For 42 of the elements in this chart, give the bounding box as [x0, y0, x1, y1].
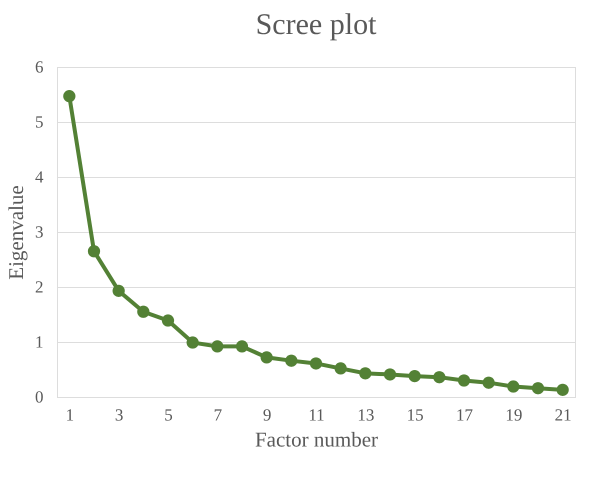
x-tick-label: 7: [214, 406, 223, 424]
y-tick-label: 6: [35, 58, 44, 76]
point: [334, 362, 347, 375]
x-tick-label: 11: [308, 406, 325, 424]
point: [458, 374, 470, 387]
y-axis-title: Eigenvalue: [4, 185, 28, 280]
x-tick-label: 17: [456, 406, 474, 424]
point: [507, 380, 520, 393]
point: [236, 340, 248, 353]
x-tick-label: 9: [262, 406, 272, 424]
point: [433, 371, 446, 384]
point: [359, 367, 372, 380]
y-tick-label: 2: [35, 278, 44, 296]
point: [162, 314, 174, 327]
point: [556, 384, 569, 396]
x-tick-label: 15: [406, 406, 424, 424]
point: [285, 354, 298, 367]
point: [186, 336, 199, 349]
y-tick-label: 1: [35, 332, 44, 352]
x-tick-label: 19: [505, 406, 522, 424]
x-tick-label: 3: [114, 406, 124, 424]
point: [112, 284, 125, 297]
y-tick-label: 3: [35, 222, 44, 242]
x-tick-label: 13: [357, 406, 374, 424]
point: [137, 306, 150, 318]
x-tick-label: 5: [164, 406, 173, 424]
point: [408, 370, 421, 382]
chart-title: Scree plot: [256, 8, 378, 41]
point: [384, 368, 396, 381]
point: [88, 245, 100, 258]
x-tick-label: 1: [66, 406, 74, 424]
point: [482, 376, 495, 389]
point: [63, 90, 76, 102]
y-tick-label: 0: [35, 388, 44, 406]
point: [260, 351, 273, 364]
point: [211, 340, 224, 353]
y-tick-label: 4: [35, 168, 44, 186]
x-tick-label: 21: [554, 406, 572, 424]
point: [310, 357, 322, 370]
y-tick-label: 5: [35, 112, 44, 132]
point: [532, 382, 544, 394]
x-axis-title: Factor number: [254, 428, 378, 452]
